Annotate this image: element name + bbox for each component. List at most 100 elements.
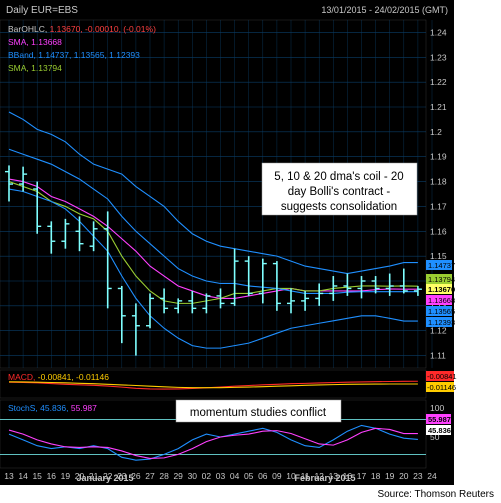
price-tick-label: 1.23 bbox=[430, 52, 447, 62]
price-tick-label: 1.17 bbox=[430, 201, 447, 211]
price-value-tag-text: 1.12393 bbox=[428, 318, 455, 327]
price-value-tag: 1.13668 bbox=[426, 295, 455, 305]
stoch-value-tag-text: 55.987 bbox=[428, 415, 451, 424]
legend-barohlc-values: 1.13670, -0.00010, (-0.01%) bbox=[50, 24, 156, 34]
x-tick-label: 16 bbox=[343, 471, 353, 481]
ohlc-bar bbox=[131, 303, 140, 356]
stoch-legend: StochS, 45.836, 55.987 bbox=[8, 403, 97, 413]
ohlc-bar bbox=[103, 211, 112, 309]
momentum-annotation: momentum studies conflict bbox=[175, 399, 342, 423]
price-gridlines bbox=[0, 20, 433, 368]
ohlc-bar bbox=[216, 288, 225, 309]
stoch-right-labels: 55.987 45.836 bbox=[426, 414, 451, 435]
ohlc-bar bbox=[399, 268, 408, 294]
ohlc-bar bbox=[61, 218, 70, 249]
header-bar bbox=[0, 0, 454, 18]
ohlc-bar bbox=[385, 273, 394, 296]
x-tick-label: 12 bbox=[314, 471, 324, 481]
annotation-line: day Bolli's contract - bbox=[288, 186, 391, 198]
price-value-tag: 1.13670 bbox=[426, 284, 455, 294]
x-tick-label: 04 bbox=[230, 471, 240, 481]
stoch-value-tag: 45.836 bbox=[426, 425, 451, 435]
x-tick-label: 14 bbox=[18, 471, 28, 481]
ohlc-bar bbox=[146, 293, 154, 329]
legend-barohlc-sep: , bbox=[45, 24, 50, 34]
ohlc-bar bbox=[287, 288, 295, 314]
macd-value-tag-bg bbox=[426, 382, 454, 392]
stoch-value-tag: 55.987 bbox=[426, 414, 451, 424]
ohlc-bar bbox=[413, 285, 422, 296]
annotation-line: suggests consolidation bbox=[281, 201, 397, 213]
price-tick-label: 1.2 bbox=[430, 127, 442, 137]
legend-bband-name: BBand bbox=[8, 50, 34, 60]
stoch-tick-label: 50 bbox=[430, 432, 440, 442]
x-tick-label: 23 bbox=[117, 471, 127, 481]
ohlc-bar bbox=[258, 258, 267, 304]
ohlc-bars bbox=[5, 165, 422, 356]
legend-sma5: SMA, 1.13668 bbox=[8, 37, 62, 47]
x-tick-label: 27 bbox=[145, 471, 155, 481]
price-tick-label: 1.12 bbox=[430, 326, 447, 336]
stoch-y-axis: 100 50 bbox=[430, 403, 444, 442]
momentum-annotation-text: momentum studies conflict bbox=[190, 407, 327, 419]
x-tick-label: 24 bbox=[427, 471, 437, 481]
bband-mid-line bbox=[8, 148, 418, 294]
ohlc-bar bbox=[89, 221, 98, 252]
macd-value-tag: -0.00841 bbox=[426, 371, 457, 381]
ohlc-bar bbox=[174, 298, 183, 314]
price-value-tag-text: 1.13670 bbox=[428, 285, 455, 294]
price-tick-label: 1.21 bbox=[430, 102, 447, 112]
price-value-tag-bg bbox=[426, 295, 452, 305]
price-value-tag-text: 1.14737 bbox=[428, 261, 455, 270]
macd-legend-name: MACD bbox=[8, 372, 33, 382]
ohlc-bar bbox=[75, 216, 84, 252]
x-tick-label: 19 bbox=[61, 471, 71, 481]
price-value-tag-text: 1.13565 bbox=[428, 307, 455, 316]
x-tick-label: 30 bbox=[188, 471, 198, 481]
legend-sma5-sep: , bbox=[26, 37, 31, 47]
price-tick-label: 1.13 bbox=[430, 301, 447, 311]
ohlc-bar bbox=[315, 283, 324, 306]
legend-sma5-values: 1.13668 bbox=[31, 37, 62, 47]
ohlc-bar bbox=[230, 248, 239, 306]
stoch-value-tag-bg bbox=[426, 414, 451, 424]
price-value-tag-bg bbox=[426, 284, 452, 294]
stoch-tick-label: 100 bbox=[430, 403, 444, 413]
ohlc-bar bbox=[188, 290, 197, 314]
ohlc-bar bbox=[343, 273, 352, 296]
ohlc-bar bbox=[244, 256, 253, 296]
legend-sma20: SMA, 1.13794 bbox=[8, 63, 62, 73]
x-tick-label: 05 bbox=[244, 471, 254, 481]
price-value-tag-text: 1.13794 bbox=[428, 275, 455, 284]
legend-bband-values: 1.14737, 1.13565, 1.12393 bbox=[38, 50, 140, 60]
chart-title: Daily EUR=EBS bbox=[6, 5, 78, 16]
sma5-line bbox=[8, 178, 418, 299]
macd-value-tag-bg bbox=[426, 371, 454, 381]
stoch-legend-sep1: , bbox=[35, 403, 40, 413]
bband-lower-line bbox=[8, 188, 418, 349]
ohlc-bar bbox=[272, 261, 281, 311]
price-indicator-lines bbox=[8, 111, 418, 349]
ohlc-bar bbox=[47, 221, 56, 254]
macd-panel: -0.00841 -0.01146 MACD, -0.00841, -0.0114… bbox=[0, 369, 457, 399]
x-tick-label: 13 bbox=[329, 471, 339, 481]
legend-sma20-sep: , bbox=[26, 63, 31, 73]
ohlc-bar bbox=[329, 276, 338, 301]
stoch-lines bbox=[8, 424, 418, 461]
price-legend: BarOHLC, 1.13670, -0.00010, (-0.01%) SMA… bbox=[8, 24, 156, 73]
legend-bband-sep: , bbox=[34, 50, 39, 60]
x-tick-label: 28 bbox=[159, 471, 169, 481]
ohlc-bar bbox=[301, 290, 310, 311]
ohlc-bar bbox=[19, 166, 28, 192]
x-tick-label: 21 bbox=[89, 471, 99, 481]
stoch-value-tag-bg bbox=[426, 425, 451, 435]
price-tick-label: 1.16 bbox=[430, 226, 447, 236]
ohlc-bar bbox=[33, 181, 42, 234]
x-tick-label: 20 bbox=[75, 471, 85, 481]
ohlc-bar bbox=[117, 285, 126, 344]
x-tick-label: 17 bbox=[357, 471, 367, 481]
x-tick-label: 10 bbox=[286, 471, 296, 481]
ohlc-bar bbox=[202, 293, 211, 314]
bband-upper-line bbox=[8, 111, 418, 275]
